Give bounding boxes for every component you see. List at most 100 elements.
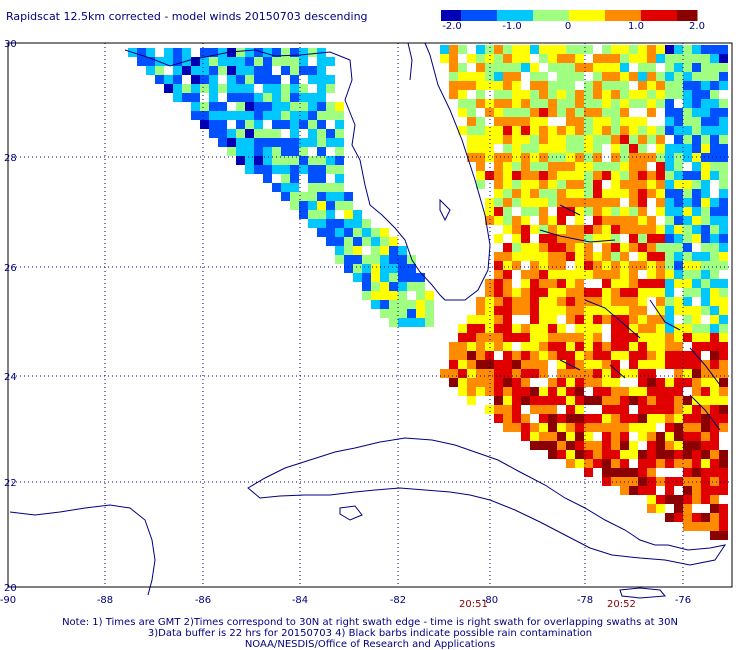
- wind-cell: [665, 450, 674, 459]
- wind-cell: [353, 219, 362, 228]
- wind-cell: [620, 459, 629, 468]
- wind-cell: [557, 333, 566, 342]
- wind-cell: [638, 135, 647, 144]
- wind-cell: [566, 333, 575, 342]
- wind-cell: [683, 288, 692, 297]
- wind-cell: [476, 135, 485, 144]
- wind-cell: [236, 147, 245, 156]
- wind-cell: [719, 180, 728, 189]
- wind-cell: [701, 288, 710, 297]
- wind-cell: [512, 261, 521, 270]
- wind-cell: [557, 387, 566, 396]
- wind-cell: [647, 180, 656, 189]
- wind-cell: [485, 198, 494, 207]
- wind-cell: [611, 441, 620, 450]
- wind-cell: [494, 270, 503, 279]
- wind-cell: [245, 138, 254, 147]
- wind-cell: [539, 261, 548, 270]
- wind-cell: [476, 54, 485, 63]
- wind-cell: [440, 45, 449, 54]
- wind-cell: [485, 54, 494, 63]
- wind-cell: [692, 207, 701, 216]
- wind-cell: [281, 192, 290, 201]
- wind-cell: [521, 297, 530, 306]
- wind-cell: [530, 324, 539, 333]
- wind-cell: [458, 90, 467, 99]
- wind-cell: [539, 126, 548, 135]
- wind-cell: [557, 369, 566, 378]
- wind-data-swaths: [128, 45, 728, 540]
- wind-cell: [584, 450, 593, 459]
- wind-cell: [530, 117, 539, 126]
- wind-cell: [548, 45, 557, 54]
- wind-cell: [719, 252, 728, 261]
- wind-cell: [290, 93, 299, 102]
- wind-cell: [683, 63, 692, 72]
- wind-cell: [575, 387, 584, 396]
- wind-cell: [620, 207, 629, 216]
- wind-cell: [584, 162, 593, 171]
- wind-cell: [209, 102, 218, 111]
- wind-cell: [299, 57, 308, 66]
- wind-cell: [485, 108, 494, 117]
- wind-cell: [539, 207, 548, 216]
- wind-cell: [548, 189, 557, 198]
- wind-cell: [503, 306, 512, 315]
- wind-cell: [656, 270, 665, 279]
- wind-cell: [602, 63, 611, 72]
- wind-cell: [584, 207, 593, 216]
- wind-cell: [602, 369, 611, 378]
- wind-cell: [638, 306, 647, 315]
- wind-cell: [398, 255, 407, 264]
- wind-cell: [593, 315, 602, 324]
- wind-cell: [539, 234, 548, 243]
- wind-cell: [254, 138, 263, 147]
- wind-cell: [263, 165, 272, 174]
- wind-cell: [254, 66, 263, 75]
- wind-cell: [548, 333, 557, 342]
- wind-cell: [611, 81, 620, 90]
- wind-cell: [530, 252, 539, 261]
- wind-cell: [611, 351, 620, 360]
- wind-cell: [539, 117, 548, 126]
- wind-cell: [458, 126, 467, 135]
- wind-cell: [299, 111, 308, 120]
- wind-cell: [494, 387, 503, 396]
- wind-cell: [494, 117, 503, 126]
- wind-cell: [647, 468, 656, 477]
- wind-cell: [620, 225, 629, 234]
- wind-cell: [701, 45, 710, 54]
- wind-cell: [719, 513, 728, 522]
- wind-cell: [692, 270, 701, 279]
- wind-cell: [665, 477, 674, 486]
- colorbar-cell: [673, 10, 678, 21]
- wind-cell: [557, 171, 566, 180]
- wind-cell: [557, 414, 566, 423]
- wind-cell: [674, 117, 683, 126]
- wind-cell: [521, 144, 530, 153]
- longitude-label: -76: [675, 595, 691, 606]
- wind-cell: [548, 234, 557, 243]
- wind-cell: [539, 360, 548, 369]
- wind-cell: [719, 45, 728, 54]
- wind-cell: [719, 288, 728, 297]
- wind-cell: [665, 351, 674, 360]
- colorbar-cell: [485, 10, 490, 21]
- wind-cell: [326, 201, 335, 210]
- wind-cell: [719, 144, 728, 153]
- wind-cell: [629, 171, 638, 180]
- wind-cell: [494, 279, 503, 288]
- wind-cell: [710, 216, 719, 225]
- wind-cell: [719, 225, 728, 234]
- wind-cell: [620, 279, 629, 288]
- wind-cell: [665, 81, 674, 90]
- wind-cell: [647, 171, 656, 180]
- wind-cell: [281, 93, 290, 102]
- wind-cell: [656, 360, 665, 369]
- wind-cell: [308, 210, 317, 219]
- wind-cell: [467, 387, 476, 396]
- wind-cell: [719, 108, 728, 117]
- wind-cell: [575, 243, 584, 252]
